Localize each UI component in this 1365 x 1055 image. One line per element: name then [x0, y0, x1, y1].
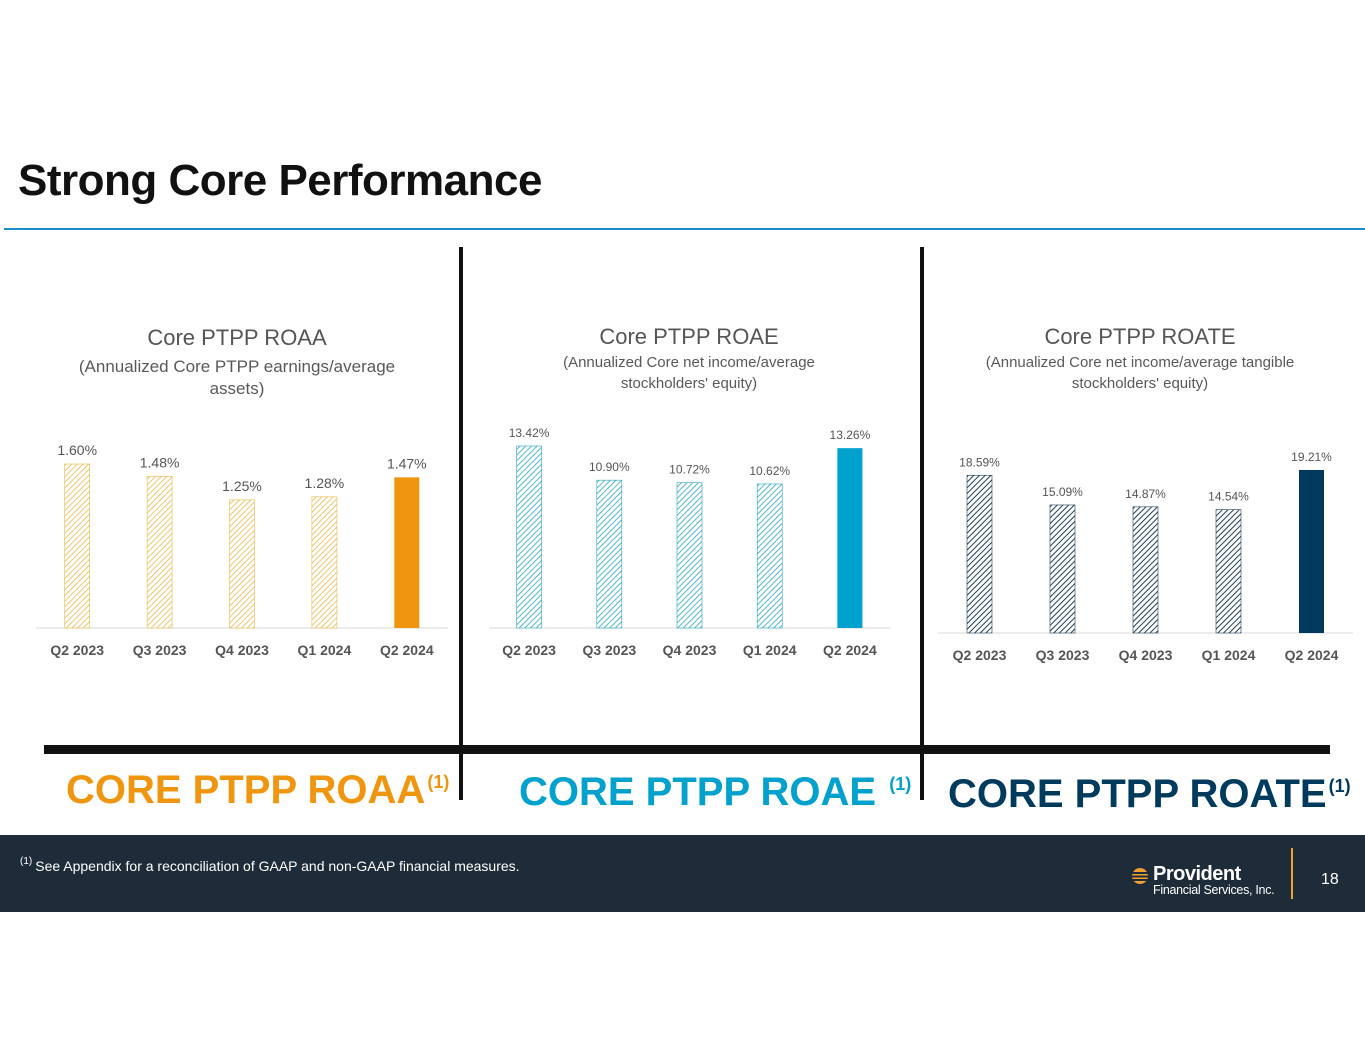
roate-data-label-3: 14.87% [1125, 487, 1166, 501]
roaa-footnote-ref: (1) [427, 772, 450, 792]
roaa-big-label: CORE PTPP ROAA (1) [66, 768, 449, 813]
roaa-tick-label-1: Q2 2023 [50, 642, 104, 658]
roae-big-label-text: CORE PTPP ROAE [519, 770, 877, 814]
roae-chart-title: Core PTPP ROAE [599, 324, 779, 349]
roae-tick-label-2: Q3 2023 [582, 642, 636, 658]
footnote-text: See Appendix for a reconciliation of GAA… [35, 858, 520, 874]
logo-emblem-icon [1131, 868, 1149, 884]
roae-chart-subtitle: (Annualized Core net income/average stoc… [563, 354, 815, 392]
roate-bar-3 [1132, 506, 1159, 634]
roae-tick-label-5: Q2 2024 [823, 642, 877, 658]
logo-name: Provident [1153, 863, 1241, 885]
roate-data-label-2: 15.09% [1042, 485, 1083, 499]
roate-footnote-ref: (1) [1328, 776, 1351, 796]
roaa-tick-label-2: Q3 2023 [133, 642, 187, 658]
roaa-bar-3 [229, 499, 255, 629]
roaa-bar-2 [146, 475, 173, 629]
roaa-data-label-4: 1.28% [305, 475, 345, 491]
roae-tick-label-3: Q4 2023 [663, 642, 717, 658]
roae-bar-1 [516, 445, 542, 629]
roaa-bar-4 [311, 496, 338, 629]
roate-bar-4 [1215, 509, 1242, 634]
roae-data-label-1: 13.42% [509, 426, 550, 440]
footnote: (1) See Appendix for a reconciliation of … [20, 856, 520, 874]
roae-bar-5 [837, 448, 863, 628]
page-number: 18 [1321, 871, 1339, 888]
logo-subtitle: Financial Services, Inc. [1153, 883, 1275, 897]
roate-data-label-1: 18.59% [959, 455, 1000, 469]
roate-tick-label-5: Q2 2024 [1285, 647, 1339, 663]
roae-big-label: CORE PTPP ROAE (1) [519, 770, 911, 815]
roaa-big-label-text: CORE PTPP ROAA [66, 768, 426, 812]
roae-tick-label-1: Q2 2023 [502, 642, 556, 658]
roaa-data-label-2: 1.48% [140, 454, 180, 470]
roate-bar-5 [1299, 470, 1324, 633]
roaa-tick-label-4: Q1 2024 [298, 642, 352, 658]
roate-tick-label-1: Q2 2023 [953, 647, 1007, 663]
roate-tick-label-3: Q4 2023 [1119, 647, 1173, 663]
footnote-marker: (1) [20, 856, 33, 867]
roaa-bar-1 [64, 463, 91, 629]
roae-bar-4 [756, 483, 783, 629]
roae-data-label-4: 10.62% [749, 464, 790, 478]
roate-bar-2 [1049, 504, 1076, 634]
roaa-data-label-3: 1.25% [222, 478, 262, 494]
roaa-bar-5 [394, 477, 420, 628]
roate-tick-label-2: Q3 2023 [1036, 647, 1090, 663]
panel-divider-left [459, 247, 463, 800]
roate-chart-subtitle: (Annualized Core net income/average tang… [985, 354, 1295, 392]
roae-data-label-2: 10.90% [589, 460, 630, 474]
roaa-chart-subtitle: (Annualized Core PTPP earnings/average a… [78, 357, 396, 398]
roate-chart-title: Core PTPP ROATE [1044, 324, 1236, 349]
page-title: Strong Core Performance [18, 156, 542, 205]
roate-data-label-4: 14.54% [1208, 490, 1249, 504]
roae-chart: 13.42% Q2 2023 10.90% Q3 2023 10.72% Q4 2023 1… [489, 426, 890, 658]
roaa-data-label-5: 1.47% [387, 455, 427, 471]
footer: (1) See Appendix for a reconciliation of … [0, 835, 1365, 912]
roae-data-label-5: 13.26% [830, 428, 871, 442]
roae-bar-2 [596, 479, 623, 629]
roate-tick-label-4: Q1 2024 [1202, 647, 1256, 663]
roate-big-label: CORE PTPP ROATE (1) [948, 772, 1351, 817]
roae-footnote-ref: (1) [889, 774, 912, 794]
roate-data-label-5: 19.21% [1291, 450, 1332, 464]
roaa-tick-label-5: Q2 2024 [380, 642, 434, 658]
roaa-data-label-1: 1.60% [57, 442, 97, 458]
roate-big-label-text: CORE PTPP ROATE [948, 772, 1327, 816]
roae-data-label-3: 10.72% [669, 463, 710, 477]
roate-chart: 18.59% Q2 2023 15.09% Q3 2023 14.87% Q4 2023 1… [938, 450, 1353, 663]
roae-tick-label-4: Q1 2024 [743, 642, 797, 658]
panel-divider-right [920, 247, 924, 800]
roaa-chart: 1.60% Q2 2023 1.48% Q3 2023 1.25% Q4 2023 1.28… [36, 442, 448, 658]
roae-bar-3 [676, 482, 703, 629]
roaa-chart-title: Core PTPP ROAA [147, 325, 327, 350]
roaa-tick-label-3: Q4 2023 [215, 642, 269, 658]
section-bar [44, 745, 1330, 754]
footer-divider [1291, 848, 1293, 899]
roate-bar-1 [966, 474, 993, 634]
title-rule [4, 228, 1365, 230]
